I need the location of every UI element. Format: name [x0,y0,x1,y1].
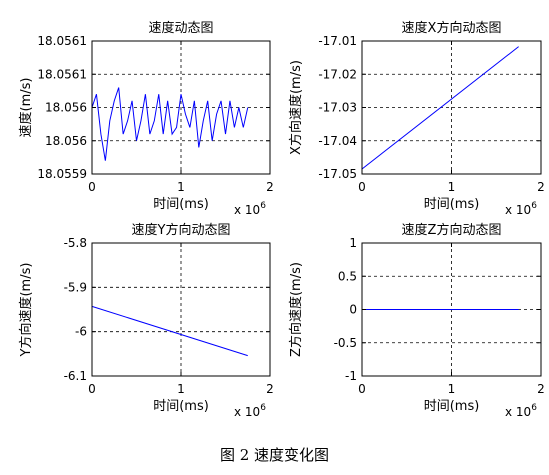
data-line [361,46,519,170]
y-tick-label: -5.8 [64,236,87,250]
y-tick-label: -6.1 [64,369,87,383]
x-exponent-base: x 10 [505,203,531,217]
y-axis-label: Y方向速度(m/s) [18,263,34,358]
x-exponent-label: x 106 [505,403,537,419]
chart-title: 速度动态图 [148,20,213,36]
y-tick-label: 18.0561 [37,67,87,81]
x-tick-label: 0 [358,180,366,194]
y-tick-label: -17.05 [318,167,357,181]
y-tick-label: 0 [349,303,357,317]
y-tick-label: -6 [75,325,87,339]
x-axis-label: 时间(ms) [424,197,480,212]
x-axis-label: 时间(ms) [153,197,209,212]
x-exponent-power: 6 [531,201,537,211]
y-tick-label: 0.5 [338,269,357,283]
x-exponent-base: x 10 [505,405,531,419]
x-tick-label: 2 [266,382,274,396]
x-tick-label: 1 [448,382,456,396]
y-tick-label: 18.056 [45,101,87,115]
y-tick-label: -0.5 [334,336,357,350]
data-line [91,305,248,357]
x-exponent-base: x 10 [234,405,260,419]
x-axis-label: 时间(ms) [424,399,480,414]
x-tick-label: 0 [88,180,96,194]
x-tick-label: 1 [177,180,185,194]
x-exponent-label: x 106 [234,201,266,217]
x-tick-label: 2 [537,382,545,396]
y-tick-label: -1 [345,369,357,383]
x-tick-label: 2 [537,180,545,194]
x-tick-label: 0 [88,382,96,396]
x-exponent-power: 6 [531,403,537,413]
figure-canvas: 0 1 2 18.0559 18.056 18.056 18.0561 18.0561 速度动态… [18,20,545,419]
x-tick-label: 1 [177,382,185,396]
chart-panel-2: 0 1 2 -17.05 -17.04 -17.03 -17.02 -17.01 速度X方向动态… [288,20,545,217]
x-exponent-label: x 106 [505,201,537,217]
chart-title: 速度Y方向动态图 [132,222,231,238]
y-tick-label: 18.0561 [37,34,87,48]
y-tick-label: -17.04 [318,134,357,148]
x-axis-label: 时间(ms) [153,399,209,414]
y-axis-label: 速度(m/s) [18,78,34,138]
y-tick-label: -17.03 [318,101,357,115]
x-tick-label: 0 [358,382,366,396]
chart-title: 速度Z方向动态图 [402,222,502,238]
x-exponent-base: x 10 [234,203,260,217]
y-tick-label: 18.056 [45,134,87,148]
y-axis-label: X方向速度(m/s) [288,60,304,155]
x-tick-label: 2 [266,180,274,194]
chart-panel-1: 0 1 2 18.0559 18.056 18.056 18.0561 18.0561 速度动态… [18,20,274,217]
data-line [91,87,249,161]
x-exponent-power: 6 [260,201,266,211]
x-exponent-label: x 106 [234,403,266,419]
figure-caption: 图 2 速度变化图 [219,446,330,464]
y-axis-label: Z方向速度(m/s) [288,262,304,357]
chart-title: 速度X方向动态图 [402,20,502,36]
y-tick-label: -17.01 [318,34,357,48]
x-exponent-power: 6 [260,403,266,413]
x-tick-label: 1 [448,180,456,194]
y-tick-label: 18.0559 [37,167,87,181]
y-tick-label: 1 [349,236,357,250]
y-tick-label: -5.9 [64,280,87,294]
y-tick-label: -17.02 [318,67,357,81]
